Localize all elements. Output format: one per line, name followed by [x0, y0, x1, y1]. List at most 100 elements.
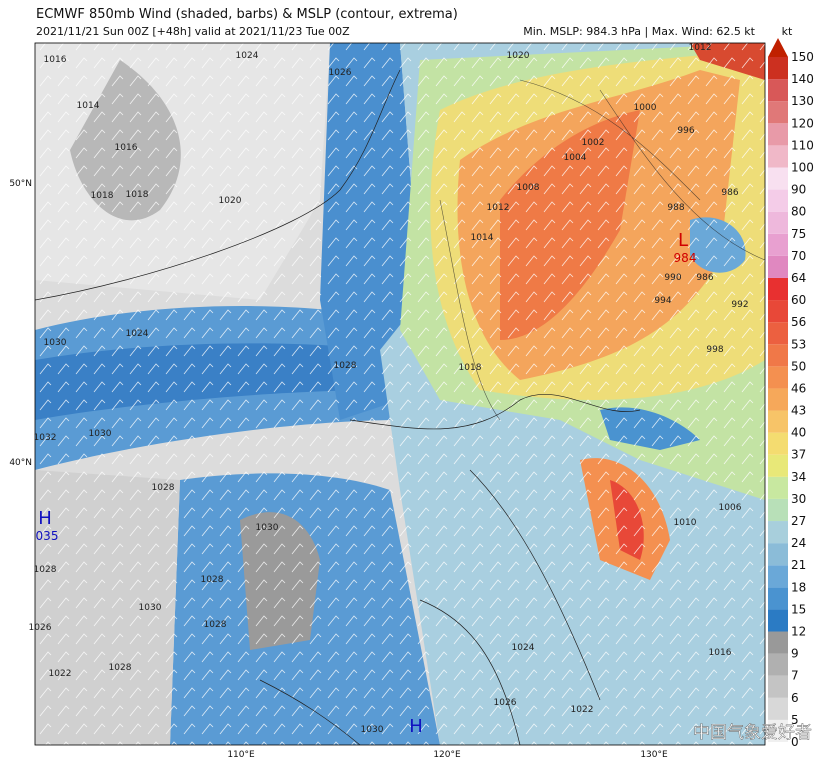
colorbar-segment — [768, 498, 788, 522]
colorbar-tick: 18 — [791, 580, 806, 594]
contour-label: 1018 — [459, 363, 482, 373]
contour-label: 1028 — [201, 575, 224, 585]
lon-label: 130°E — [640, 750, 668, 760]
contour-label: 992 — [731, 300, 748, 310]
contour-label: 1032 — [34, 433, 57, 443]
title: ECMWF 850mb Wind (shaded, barbs) & MSLP … — [36, 7, 458, 22]
subtitle: 2021/11/21 Sun 00Z [+48h] valid at 2021/… — [36, 25, 350, 38]
colorbar-segment — [768, 609, 788, 632]
contour-label: 1000 — [634, 103, 657, 113]
contour-label: 986 — [696, 273, 713, 283]
contour-label: 1008 — [517, 183, 540, 193]
colorbar-tick: 110 — [791, 138, 814, 152]
contour-label: 1028 — [204, 620, 227, 630]
colorbar-segment — [768, 410, 788, 433]
contour-label: 1030 — [44, 338, 67, 348]
graticule-labels: 50°N 40°N 110°E 120°E 130°E — [9, 179, 668, 760]
colorbar-tick: 75 — [791, 227, 806, 241]
colorbar-segment — [768, 145, 788, 168]
colorbar-tick: 21 — [791, 558, 806, 572]
colorbar-segment — [768, 322, 788, 345]
contour-label: 988 — [667, 203, 684, 213]
colorbar-tick: 40 — [791, 426, 806, 440]
contour-label: 1030 — [256, 523, 279, 533]
colorbar-tick: 140 — [791, 72, 814, 86]
colorbar-segment — [768, 521, 788, 544]
system-value: 984 — [674, 251, 697, 265]
lat-label: 40°N — [9, 458, 32, 468]
colorbar-segment — [768, 565, 788, 588]
colorbar-segment — [768, 388, 788, 411]
contour-label: 1028 — [109, 663, 132, 673]
colorbar-tick: 9 — [791, 647, 799, 661]
colorbar-segment — [768, 101, 788, 124]
colorbar-tick: 80 — [791, 205, 806, 219]
contour-label: 1012 — [487, 203, 510, 213]
contour-label: 1016 — [115, 143, 138, 153]
contour-label: 1002 — [582, 138, 605, 148]
contour-label: 1016 — [44, 55, 67, 65]
colorbar-tick: 7 — [791, 669, 799, 683]
colorbar-segment — [768, 123, 788, 146]
colorbar-segment — [768, 167, 788, 190]
colorbar-segment — [768, 79, 788, 102]
contour-label: 1006 — [719, 503, 742, 513]
lon-label: 120°E — [433, 750, 461, 760]
colorbar-tick: 64 — [791, 271, 806, 285]
contour-label: 990 — [664, 273, 681, 283]
colorbar-tick: 30 — [791, 492, 806, 506]
colorbar-unit: kt — [782, 25, 793, 38]
contour-label: 994 — [654, 296, 671, 306]
contour-label: 1026 — [29, 623, 52, 633]
colorbar-tick: 50 — [791, 359, 806, 373]
colorbar-tick: 150 — [791, 50, 814, 64]
contour-label: 1020 — [507, 51, 530, 61]
colorbar-tick: 15 — [791, 602, 806, 616]
contour-label: 1028 — [34, 565, 57, 575]
contour-label: 1022 — [49, 669, 72, 679]
watermark: 中国气象爱好者 — [693, 723, 812, 743]
colorbar-tick: 43 — [791, 404, 806, 418]
lon-label: 110°E — [227, 750, 255, 760]
contour-label: 1018 — [91, 191, 114, 201]
system-letter: H — [38, 508, 52, 529]
colorbar: 0567912151821242730343740434650535660647… — [768, 50, 814, 749]
colorbar-segment — [768, 454, 788, 477]
colorbar-tick: 6 — [791, 691, 799, 705]
colorbar-tick: 12 — [791, 625, 806, 639]
contour-label: 1030 — [361, 725, 384, 735]
colorbar-segment — [768, 344, 788, 367]
colorbar-segment — [768, 675, 788, 698]
colorbar-segment — [768, 432, 788, 455]
colorbar-segment — [768, 211, 788, 234]
colorbar-segment — [768, 366, 788, 389]
contour-label: 1014 — [77, 101, 100, 111]
colorbar-segment — [768, 233, 788, 256]
contour-label: 1014 — [471, 233, 494, 243]
contour-label: 1010 — [674, 518, 697, 528]
stats: Min. MSLP: 984.3 hPa | Max. Wind: 62.5 k… — [523, 25, 755, 38]
contour-label: 1030 — [89, 429, 112, 439]
colorbar-segment — [768, 653, 788, 676]
colorbar-tick: 130 — [791, 94, 814, 108]
colorbar-tick: 60 — [791, 293, 806, 307]
contour-labels: 1016 1014 1016 1018 1018 1020 1024 1026 1020 1012… — [29, 43, 749, 735]
colorbar-tick: 37 — [791, 448, 806, 462]
colorbar-tick: 100 — [791, 160, 814, 174]
contour-label: 1018 — [126, 190, 149, 200]
contour-label: 1028 — [152, 483, 175, 493]
colorbar-tick: 27 — [791, 514, 806, 528]
lat-label: 50°N — [9, 179, 32, 189]
contour-label: 998 — [706, 345, 723, 355]
contour-label: 1024 — [236, 51, 259, 61]
colorbar-arrow — [768, 38, 788, 57]
contour-label: 1020 — [219, 196, 242, 206]
colorbar-tick: 0 — [791, 735, 799, 749]
colorbar-tick: 53 — [791, 337, 806, 351]
colorbar-tick: 56 — [791, 315, 806, 329]
contour-label: 1024 — [512, 643, 535, 653]
contour-label: 986 — [721, 188, 738, 198]
